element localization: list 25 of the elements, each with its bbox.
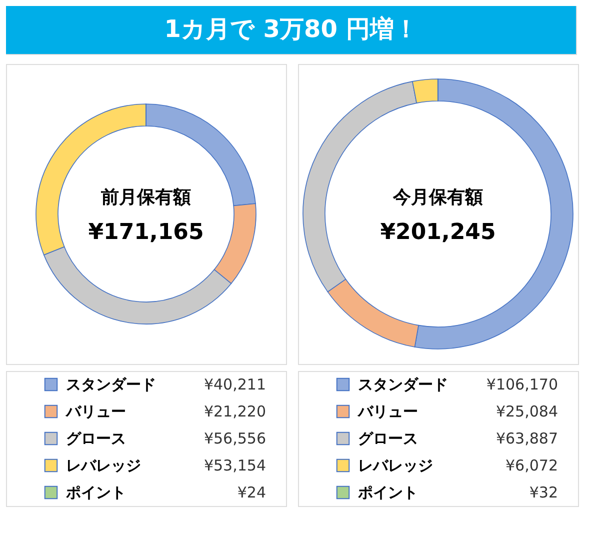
data-label: ¥63,887 (496, 430, 558, 448)
legend-label: レバレッジ (358, 456, 433, 474)
data-label: ¥40,211 (204, 376, 266, 394)
data-label: ¥32 (529, 484, 558, 502)
text: 今月保有額 (392, 187, 483, 208)
legend-label: バリュー (357, 402, 418, 420)
legend-label: スタンダード (358, 376, 448, 394)
data-label: ¥21,220 (204, 402, 266, 420)
data-label: ¥53,154 (204, 456, 266, 474)
legend-label: バリュー (65, 402, 126, 420)
data-label: ¥56,556 (204, 430, 266, 448)
legend-label: レバレッジ (66, 456, 141, 474)
legend-label: グロース (66, 430, 126, 448)
legend-label: スタンダード (66, 376, 156, 394)
text: 前月保有額 (100, 187, 191, 208)
data-label: ¥6,072 (506, 456, 558, 474)
legend-label: ポイント (357, 484, 418, 502)
data-label: ¥24 (237, 484, 266, 502)
data-label: ¥106,170 (486, 376, 558, 394)
legend-label: ポイント (65, 484, 126, 502)
data-label: ¥25,084 (496, 402, 558, 420)
chart-title: 1カ月で 3万80 円増！ (164, 15, 418, 43)
text: ¥201,245 (380, 220, 496, 245)
legend-label: グロース (358, 430, 418, 448)
text: ¥171,165 (88, 220, 204, 245)
